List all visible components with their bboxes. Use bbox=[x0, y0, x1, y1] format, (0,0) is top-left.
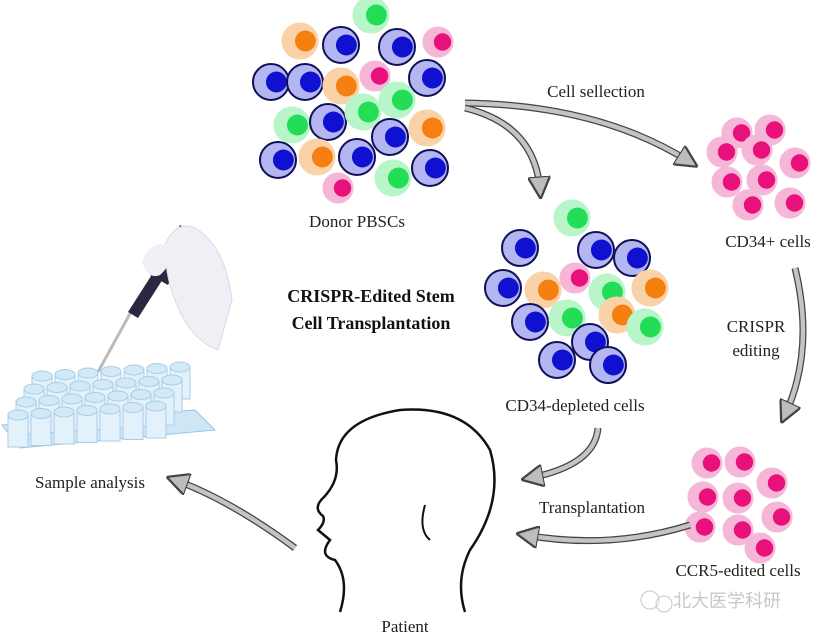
orange-cell bbox=[631, 269, 669, 307]
pink-cell bbox=[756, 467, 788, 499]
green-cell bbox=[273, 106, 311, 144]
blue-cell bbox=[371, 118, 409, 156]
orange-cell bbox=[281, 22, 319, 60]
green-cell bbox=[626, 308, 664, 346]
patient-head-outline bbox=[316, 408, 496, 613]
pink-cell bbox=[754, 114, 786, 146]
blue-cell bbox=[309, 103, 347, 141]
blue-cell bbox=[259, 141, 297, 179]
arrow-ccr5-to-patient bbox=[525, 522, 691, 541]
blue-cell bbox=[613, 239, 651, 277]
pink-cell bbox=[779, 147, 811, 179]
svg-text:北大医学科研: 北大医学科研 bbox=[673, 591, 781, 612]
patient-ear bbox=[421, 504, 431, 541]
well bbox=[7, 409, 29, 448]
pink-cell bbox=[732, 189, 764, 221]
pink-cell bbox=[691, 447, 723, 479]
pink-cell bbox=[722, 514, 754, 546]
cells-layer bbox=[252, 0, 811, 564]
arrow-cell-selection-outline bbox=[464, 99, 692, 165]
title-line1: CRISPR-Edited Stem bbox=[287, 286, 455, 306]
well bbox=[53, 406, 75, 445]
pipette-hand-illustration bbox=[96, 225, 233, 373]
label-sample-analysis: Sample analysis bbox=[35, 473, 145, 492]
orange-cell bbox=[524, 271, 562, 309]
green-cell bbox=[378, 81, 416, 119]
well bbox=[30, 408, 52, 446]
pink-cell bbox=[722, 482, 754, 514]
well bbox=[145, 400, 167, 439]
label-transplantation: Transplantation bbox=[539, 498, 646, 517]
well bbox=[76, 405, 98, 443]
pink-cell bbox=[711, 166, 743, 198]
blue-cell bbox=[538, 341, 576, 379]
green-cell bbox=[352, 0, 390, 34]
orange-cell bbox=[298, 138, 336, 176]
pink-cell bbox=[706, 136, 738, 168]
title-line2: Cell Transplantation bbox=[292, 313, 451, 333]
arrows-layer bbox=[175, 99, 807, 551]
pink-cell bbox=[724, 446, 756, 478]
blue-cell bbox=[338, 138, 376, 176]
blue-cell bbox=[577, 231, 615, 269]
watermark: 北大医学科研 bbox=[640, 590, 781, 613]
pink-cell bbox=[359, 60, 391, 92]
well-plate-illustration bbox=[1, 361, 217, 449]
pink-cell bbox=[422, 26, 454, 58]
green-cell bbox=[344, 93, 382, 131]
green-cell bbox=[548, 299, 586, 337]
arrow-depleted-to-patient bbox=[530, 427, 601, 478]
pink-cell bbox=[746, 164, 778, 196]
pink-cell bbox=[741, 134, 773, 166]
well bbox=[122, 402, 144, 440]
blue-cell bbox=[408, 59, 446, 97]
blue-cell bbox=[501, 229, 539, 267]
label-patient: Patient bbox=[381, 617, 428, 636]
arrow-cell-selection bbox=[464, 100, 690, 162]
orange-cell bbox=[322, 67, 360, 105]
label-crispr: CRISPR bbox=[727, 317, 786, 336]
green-cell bbox=[374, 159, 412, 197]
blue-cell bbox=[252, 63, 290, 101]
pink-cell bbox=[761, 501, 793, 533]
pink-cell bbox=[684, 511, 716, 543]
well bbox=[99, 403, 121, 442]
pink-cell bbox=[774, 187, 806, 219]
blue-cell bbox=[322, 26, 360, 64]
arrow-to-cd34-depleted bbox=[464, 105, 540, 190]
blue-cell bbox=[511, 303, 549, 341]
blue-cell bbox=[484, 269, 522, 307]
pink-cell bbox=[687, 481, 719, 513]
label-editing: editing bbox=[732, 341, 780, 360]
pink-cell bbox=[559, 262, 591, 294]
label-donor-pbscs: Donor PBSCs bbox=[309, 212, 405, 231]
label-cell-selection: Cell sellection bbox=[547, 82, 645, 101]
orange-cell bbox=[598, 296, 636, 334]
blue-cell bbox=[411, 149, 449, 187]
blue-cell bbox=[378, 28, 416, 66]
arrow-patient-to-sample bbox=[175, 480, 297, 550]
green-cell bbox=[553, 199, 591, 237]
pink-cell bbox=[744, 532, 776, 564]
orange-cell bbox=[408, 109, 446, 147]
blue-cell bbox=[286, 63, 324, 101]
label-cd34-plus: CD34+ cells bbox=[725, 232, 811, 251]
label-ccr5-edited: CCR5-edited cells bbox=[675, 561, 800, 580]
arrow-crispr-editing bbox=[785, 267, 806, 415]
pink-cell bbox=[322, 172, 354, 204]
blue-cell bbox=[589, 346, 627, 384]
label-cd34-depleted: CD34-depleted cells bbox=[505, 396, 644, 415]
